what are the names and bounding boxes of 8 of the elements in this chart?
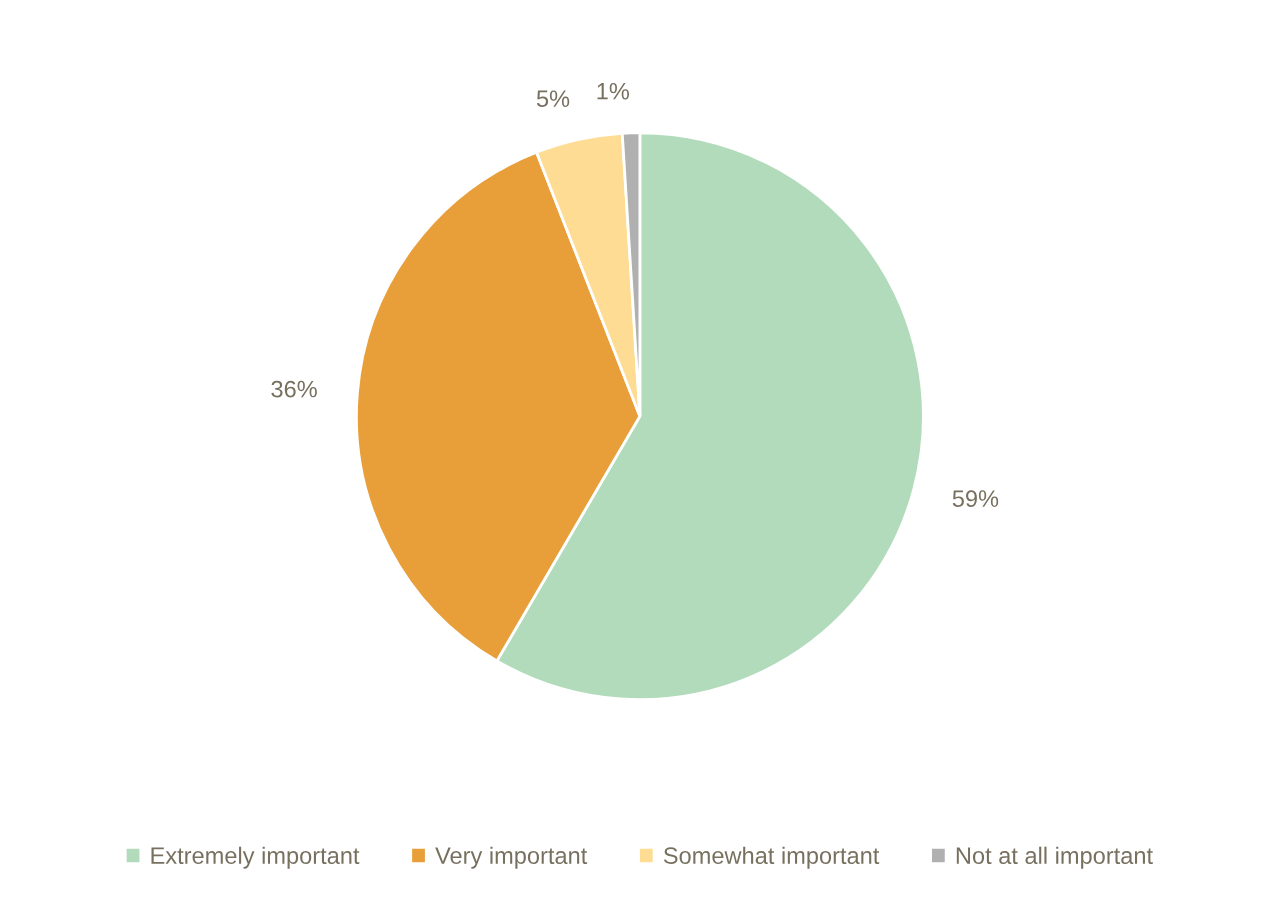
legend-label: Very important [435, 846, 588, 869]
data-label: 1% [597, 82, 629, 100]
legend-label: Extremely important [151, 846, 360, 869]
data-label: 36% [271, 380, 317, 398]
data-label: 59% [952, 490, 999, 507]
legend-label: Not at all important [956, 846, 1153, 869]
data-label: 5% [536, 90, 570, 108]
legend-label: Somewhat important [663, 846, 880, 869]
